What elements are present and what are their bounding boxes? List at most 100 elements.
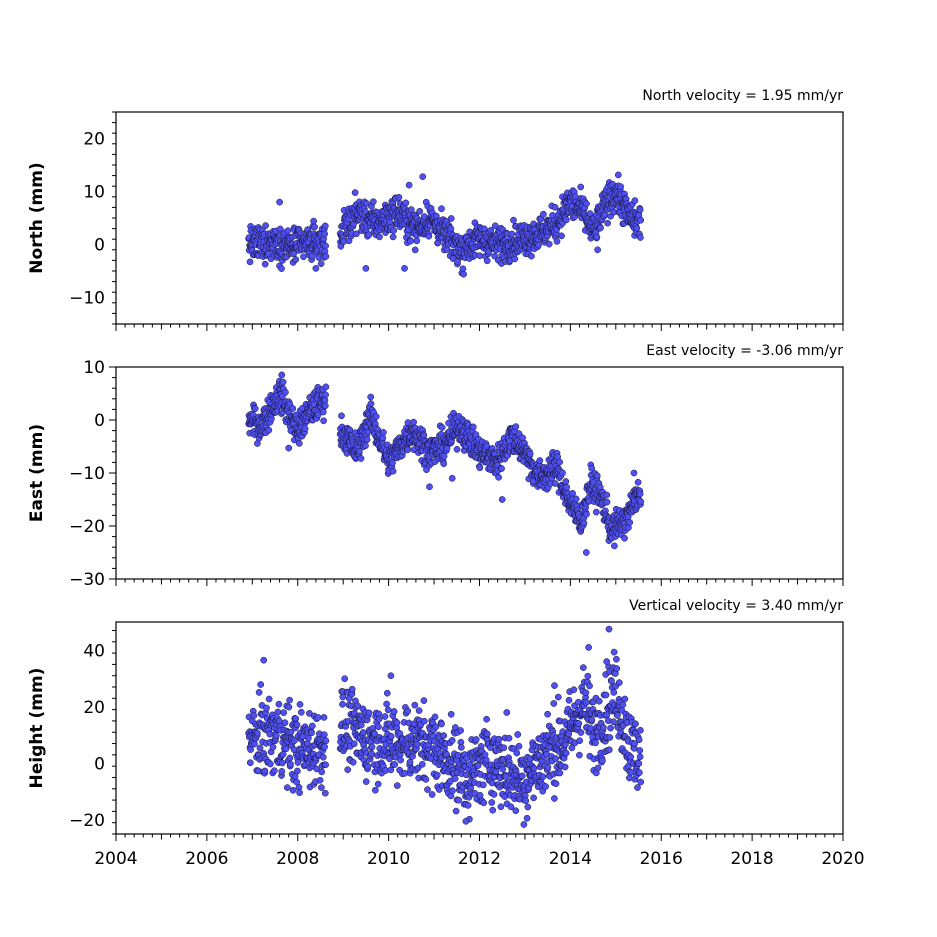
height-data-point [500,744,508,752]
height-data-point [278,768,286,775]
height-data-point [275,700,283,708]
height-data-point [272,732,280,739]
height-data-point [393,782,401,789]
north-data-point [425,232,433,240]
east-data-point [453,446,461,453]
height-data-point [364,762,372,770]
height-x-tick-label: 2010 [367,849,410,869]
height-data-point [420,697,428,704]
height-data-point [283,784,291,791]
east-outlier-point [498,496,506,503]
height-data-point [381,713,389,720]
east-data-point [322,383,330,391]
height-data-point [483,730,491,738]
height-data-point [374,780,382,788]
north-data-point [369,198,377,206]
height-data-point [261,767,269,775]
east-data-point [372,413,380,420]
north-y-tick-label: 0 [94,236,105,256]
east-data-point [556,458,563,466]
east-velocity-label: East velocity = -3.06 mm/yr [646,343,843,359]
height-data-point [250,712,258,719]
north-outlier-point [594,246,601,254]
north-data-point [322,253,330,260]
height-data-point [383,700,390,708]
height-outlier-point [603,658,611,665]
height-data-point [286,754,294,762]
height-data-point [613,655,620,663]
height-data-point [606,734,614,741]
north-data-point [633,224,641,232]
height-data-point [602,691,610,699]
height-data-point [296,701,304,708]
east-outlier-point [582,549,590,556]
east-y-tick-label: −10 [69,464,105,484]
height-data-point [621,695,629,703]
height-data-point [397,756,404,764]
height-data-point [626,774,633,782]
north-data-point [420,213,428,220]
north-outlier-point [460,270,467,278]
north-data-point [604,219,611,227]
height-data-point [636,769,643,776]
height-data-point [613,665,621,672]
north-data-point [407,206,415,213]
height-data-point [518,772,526,780]
height-data-point [544,763,552,771]
north-outlier-point [419,173,427,181]
height-data-point [375,715,383,723]
height-data-point [383,689,391,697]
height-data-point [390,708,398,715]
height-data-point [554,693,562,701]
height-data-point [282,745,290,753]
north-data-point [637,216,645,224]
height-data-point [544,710,551,718]
height-data-point [344,766,352,774]
height-data-point [424,786,431,793]
north-data-point [535,241,542,249]
east-data-point [338,412,345,420]
height-data-point [582,689,590,697]
east-data-point [367,400,375,407]
height-x-tick-label: 2004 [94,849,137,869]
east-data-point [634,478,642,486]
east-data-point [559,469,566,477]
height-data-point [391,761,399,768]
north-data-point [617,183,624,190]
height-data-point [297,708,305,716]
height-data-point [247,746,254,753]
height-data-point [308,729,315,737]
height-data-point [603,711,611,719]
height-data-point [556,769,564,777]
height-data-point [270,767,278,775]
north-data-point [614,171,622,179]
height-data-point [513,749,521,757]
north-data-point [551,203,559,211]
height-data-point [608,677,615,685]
height-data-point [296,789,303,797]
height-data-point [565,730,573,738]
height-data-point [474,762,482,769]
height-data-point [561,763,569,771]
height-data-point [428,791,436,798]
height-data-point [319,753,327,761]
north-data-point [261,260,269,268]
east-outlier-point [278,371,286,379]
height-data-point [257,681,265,688]
north-data-point [483,257,491,265]
height-x-tick-label: 2016 [640,849,683,869]
north-data-point [311,223,318,231]
east-data-point [319,408,327,416]
north-data-point [558,232,565,240]
north-data-point [321,222,329,230]
east-data-point [367,393,375,401]
east-data-point [389,467,397,475]
height-data-point [552,780,560,788]
height-data-point [267,760,274,768]
north-data-point [395,193,403,201]
height-data-point [357,721,365,729]
east-data-point [592,508,600,516]
height-data-point [480,799,488,807]
height-data-point [457,744,465,751]
